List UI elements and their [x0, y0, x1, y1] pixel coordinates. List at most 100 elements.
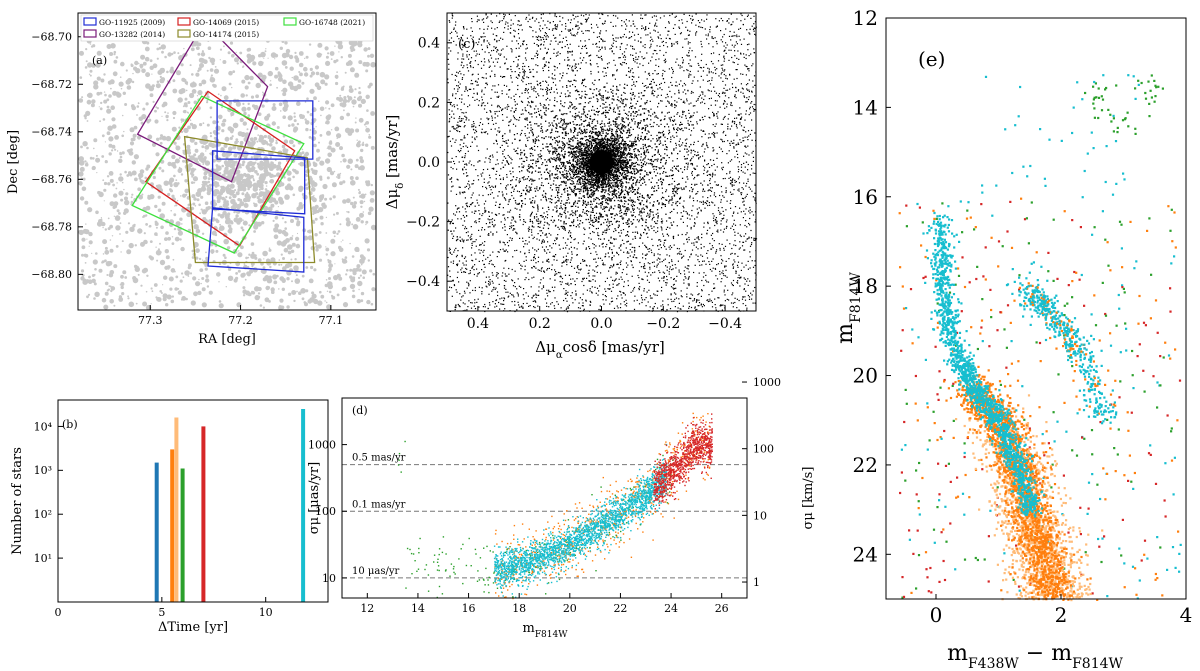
pm-star — [550, 303, 552, 305]
pm-star — [696, 31, 698, 33]
cluster-star — [239, 201, 245, 207]
field-star — [342, 239, 344, 241]
pm-star — [488, 284, 490, 286]
pm-star — [715, 196, 717, 198]
pm-star — [489, 110, 491, 112]
field-star — [357, 42, 363, 48]
pm-star — [654, 70, 656, 72]
pm-star — [669, 217, 671, 219]
pm-star — [572, 278, 574, 280]
pm-star — [686, 241, 689, 243]
pm-star — [720, 262, 723, 264]
pm-star — [510, 75, 512, 77]
pm-star — [719, 194, 721, 197]
pm-star — [743, 53, 745, 55]
pm-star — [687, 164, 689, 166]
field-star — [100, 101, 103, 105]
pm-star — [630, 243, 632, 245]
pm-star — [686, 98, 688, 100]
pm-star — [585, 62, 587, 64]
field-star — [330, 103, 335, 108]
pm-star — [622, 36, 624, 38]
pm-star — [521, 166, 523, 168]
pm-star — [648, 272, 650, 274]
pm-star — [615, 278, 617, 280]
field-star — [79, 76, 83, 79]
field-star — [87, 207, 93, 213]
field-star — [354, 246, 360, 252]
field-star — [367, 259, 370, 262]
pm-star — [546, 81, 548, 83]
field-star — [310, 187, 316, 192]
cluster-star — [204, 201, 209, 205]
pm-star — [607, 91, 609, 93]
pm-star — [494, 213, 497, 215]
pm-star — [480, 244, 482, 246]
field-star — [304, 118, 307, 121]
pm-star — [478, 260, 480, 262]
pm-star — [617, 89, 620, 91]
field-star — [178, 157, 181, 159]
pm-star — [501, 191, 503, 193]
field-star — [335, 81, 339, 86]
field-star — [201, 79, 207, 85]
pm-star — [599, 309, 602, 311]
pm-star — [733, 229, 735, 231]
pm-star — [693, 149, 695, 151]
field-star — [84, 160, 87, 163]
pm-star — [517, 43, 519, 45]
pm-star — [741, 187, 743, 189]
field-star — [125, 69, 128, 72]
field-star — [343, 96, 347, 100]
pm-star — [652, 73, 654, 75]
field-star — [156, 80, 160, 84]
pm-star — [502, 137, 504, 140]
pm-star — [562, 123, 564, 125]
field-star — [357, 280, 363, 287]
pm-star — [524, 135, 527, 137]
field-star — [227, 51, 231, 55]
pm-star — [483, 64, 485, 66]
pm-star — [654, 221, 656, 223]
cluster-star — [268, 199, 273, 204]
pm-star — [520, 264, 522, 266]
pm-star — [586, 289, 588, 291]
pm-star — [565, 290, 567, 292]
pm-star — [559, 177, 562, 179]
pm-star — [515, 56, 517, 58]
pm-star — [599, 305, 601, 307]
pm-star — [459, 120, 461, 122]
field-star — [158, 166, 162, 170]
pm-star — [753, 30, 755, 32]
field-star — [86, 161, 88, 164]
pm-star — [485, 73, 487, 75]
pm-star — [551, 29, 554, 31]
field-star — [83, 253, 88, 257]
pm-star — [572, 70, 574, 72]
pm-star — [501, 108, 503, 110]
field-star — [96, 221, 103, 227]
pm-star — [626, 208, 628, 210]
pm-star — [512, 294, 514, 296]
field-star — [118, 190, 124, 196]
pm-star — [719, 213, 721, 215]
pm-star — [463, 166, 465, 168]
cluster-star — [286, 183, 292, 188]
pm-star — [713, 283, 715, 285]
pm-star — [723, 33, 725, 36]
pm-star — [554, 27, 556, 29]
pm-star — [497, 294, 499, 297]
pm-star — [474, 308, 477, 310]
pm-star — [720, 17, 722, 20]
field-star — [305, 127, 309, 132]
pm-star — [559, 15, 561, 17]
pm-star — [481, 242, 484, 244]
pm-star — [471, 136, 473, 138]
pm-star — [622, 229, 625, 231]
pm-star — [631, 264, 633, 266]
pm-star — [588, 269, 590, 271]
pm-star — [588, 14, 590, 16]
pm-star — [514, 282, 516, 284]
pm-star — [447, 174, 450, 176]
cluster-star — [207, 206, 211, 210]
